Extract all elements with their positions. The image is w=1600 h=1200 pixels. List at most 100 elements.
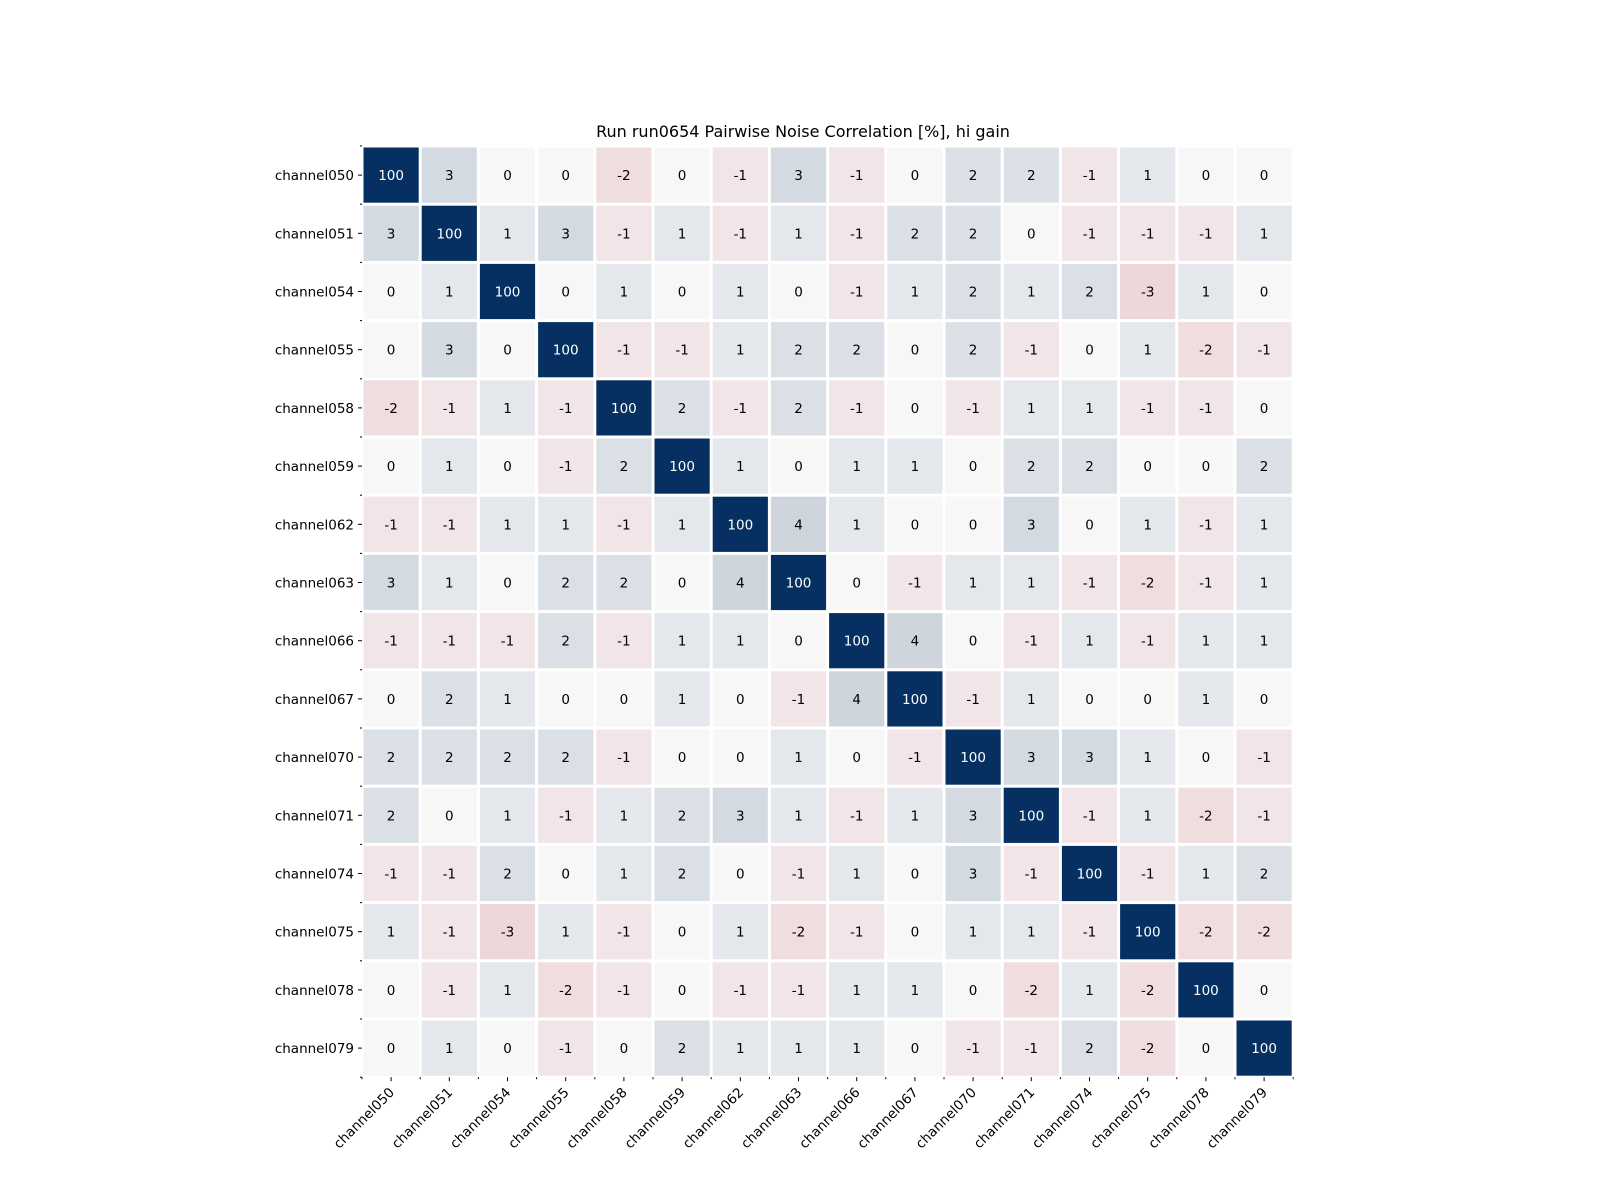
heatmap-cell [829, 554, 885, 611]
cell-value-label: -1 [850, 226, 863, 242]
heatmap-cells: 100 3 0 0 -2 0 -1 3 -1 0 2 2 -1 1 0 03 100 1 3 -1 1 -1 1 -1 2 2 0-… [363, 147, 1292, 1076]
heatmap-cell [887, 962, 943, 1018]
heatmap-cell [1003, 322, 1059, 378]
heatmap-cell [1236, 613, 1292, 669]
heatmap-cell [712, 729, 768, 785]
cell-value-label: 1 [387, 925, 396, 941]
cell-value-label: 0 [852, 750, 861, 766]
cell-value-label: 1 [794, 808, 803, 824]
heatmap-cell [945, 438, 1001, 494]
heatmap-cell [1061, 554, 1118, 611]
cell-value-label: 4 [794, 517, 803, 533]
cell-value-label: 4 [852, 692, 861, 708]
cell-value-label: -2 [1141, 576, 1154, 592]
x-tick-label: channel066 [796, 1085, 863, 1152]
heatmap-cell [829, 205, 885, 261]
cell-value-label: 1 [620, 285, 629, 301]
heatmap-cell [712, 147, 768, 203]
heatmap-cell [538, 845, 594, 902]
heatmap-cell [770, 322, 827, 378]
cell-value-label: 0 [1202, 1041, 1211, 1057]
cell-value-label: 1 [503, 517, 512, 533]
cell-value-label: 1 [852, 459, 861, 475]
heatmap-cell [887, 438, 943, 494]
cell-value-label: -1 [1083, 925, 1096, 941]
heatmap-cell [770, 263, 827, 320]
cell-value-label: 1 [911, 285, 920, 301]
cell-value-label: -2 [792, 925, 805, 941]
cell-value-label: 1 [852, 983, 861, 999]
cell-value-label: -2 [1199, 808, 1212, 824]
heatmap-cell [945, 1020, 1001, 1076]
heatmap-cell [1003, 962, 1059, 1018]
heatmap-cell [1061, 322, 1118, 378]
heatmap-cell [363, 671, 419, 727]
cell-value-label: 100 [669, 459, 695, 475]
heatmap-cell [1178, 554, 1234, 611]
cell-value-label: 0 [678, 983, 687, 999]
heatmap-cell [538, 962, 594, 1018]
cell-value-label: -2 [1141, 983, 1154, 999]
heatmap-cell [945, 263, 1001, 320]
cell-value-label: -1 [617, 925, 630, 941]
heatmap-cell [712, 962, 768, 1018]
heatmap-cell [1120, 787, 1176, 843]
heatmap-cell [654, 496, 710, 552]
heatmap-cell [770, 845, 827, 902]
heatmap-cell [829, 962, 885, 1018]
cell-value-label: 1 [678, 692, 687, 708]
cell-value-label: 0 [1202, 168, 1211, 184]
heatmap-cell [829, 787, 885, 843]
heatmap-cell [1236, 671, 1292, 727]
heatmap-cell [654, 554, 710, 611]
cell-value-label: 0 [678, 285, 687, 301]
heatmap-cell [1061, 496, 1118, 552]
cell-value-label: -1 [501, 634, 514, 650]
heatmap-cell [1061, 729, 1118, 785]
cell-value-label: 0 [911, 401, 920, 417]
heatmap-cell [1061, 671, 1118, 727]
cell-value-label: -1 [1025, 1041, 1038, 1057]
heatmap-cell [1236, 322, 1292, 378]
heatmap-cell [596, 263, 652, 320]
cell-value-label: 0 [1143, 692, 1152, 708]
cell-value-label: 0 [1027, 226, 1036, 242]
x-tick-label: channel058 [563, 1085, 630, 1152]
cell-value-label: 1 [561, 517, 570, 533]
cell-value-label: 2 [620, 576, 629, 592]
heatmap-cell [1178, 729, 1234, 785]
cell-value-label: 100 [1193, 983, 1219, 999]
heatmap-cell [363, 962, 419, 1018]
heatmap-cell [1120, 962, 1176, 1018]
heatmap-cell [1003, 729, 1059, 785]
heatmap-cell [596, 205, 652, 261]
cell-value-label: 1 [969, 925, 978, 941]
cell-value-label: 2 [1085, 1041, 1094, 1057]
heatmap-cell [1178, 613, 1234, 669]
heatmap-cell [479, 613, 536, 669]
cell-value-label: -1 [1199, 226, 1212, 242]
heatmap-cell [1061, 962, 1118, 1018]
cell-value-label: 2 [620, 459, 629, 475]
cell-value-label: 0 [1260, 983, 1269, 999]
heatmap-cell [712, 671, 768, 727]
cell-value-label: -1 [617, 343, 630, 359]
cell-value-label: -1 [1141, 226, 1154, 242]
cell-value-label: 1 [911, 983, 920, 999]
cell-value-label: 1 [445, 1041, 454, 1057]
heatmap-cell [770, 787, 827, 843]
cell-value-label: -1 [1199, 576, 1212, 592]
heatmap-cell [712, 438, 768, 494]
heatmap-cell [1120, 322, 1176, 378]
cell-value-label: 0 [794, 285, 803, 301]
cell-value-label: -1 [675, 343, 688, 359]
y-tick-label: channel079 [275, 1041, 354, 1057]
heatmap-cell [887, 845, 943, 902]
heatmap-cell [770, 438, 827, 494]
heatmap-cell [1003, 845, 1059, 902]
cell-value-label: -1 [966, 692, 979, 708]
heatmap-cell [1061, 263, 1118, 320]
heatmap-cell [1120, 496, 1176, 552]
heatmap-cell [654, 962, 710, 1018]
